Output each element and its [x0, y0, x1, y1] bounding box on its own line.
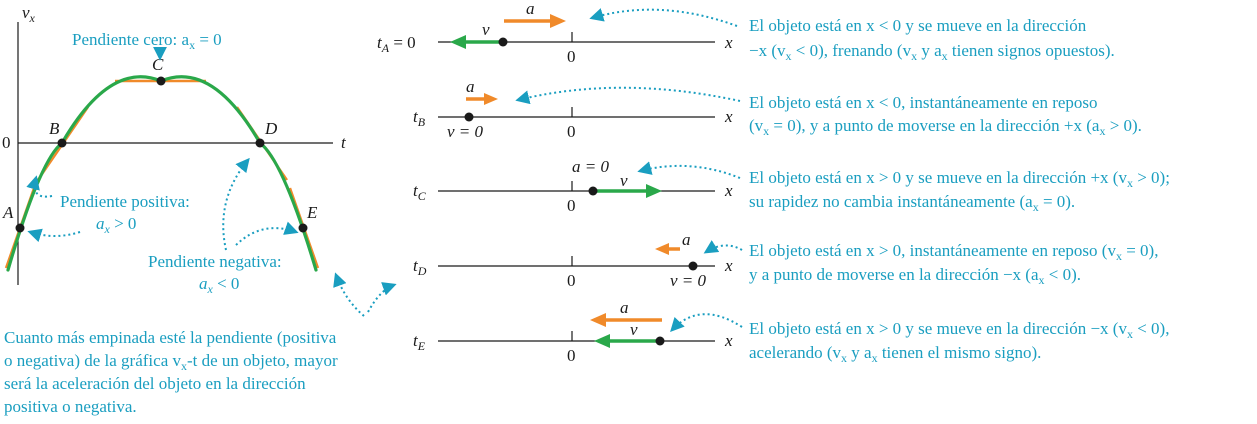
point-D	[255, 138, 265, 148]
row-tC: tC 0 x v a = 0 El objeto está en x > 0 y…	[413, 157, 1170, 215]
row-tD-pointer	[703, 240, 743, 254]
row-tE-desc-line1: El objeto está en x > 0 y se mueve en la…	[749, 319, 1169, 341]
row-tA-desc-line2: −x (vx < 0), frenando (vx y ax tienen si…	[749, 41, 1115, 63]
row-tB-zero: 0	[567, 122, 576, 141]
row-tA-object	[498, 37, 508, 47]
row-tD-x: x	[724, 256, 733, 275]
row-tB-pointer	[515, 86, 741, 105]
note-line2: o negativa) de la gráfica vx-t de un obj…	[4, 351, 338, 373]
row-tD-object	[688, 261, 698, 271]
row-tE-label: tE	[413, 331, 426, 353]
row-tB: tB 0 x v = 0 a El objeto está en x < 0, …	[413, 77, 1142, 141]
row-tC-x: x	[724, 181, 733, 200]
row-tE-x: x	[724, 331, 733, 350]
row-tB-label: tB	[413, 107, 426, 129]
x-axis-label: t	[341, 133, 347, 152]
row-tC-desc-line2: su rapidez no cambia instantáneamente (a…	[749, 192, 1075, 214]
row-tC-velocity-head	[646, 184, 662, 198]
row-tB-desc-line2: (vx = 0), y a punto de moverse en la dir…	[749, 116, 1142, 138]
slope-negative-pointer-up	[222, 157, 250, 251]
slope-positive-annotation-line1: Pendiente positiva:	[60, 192, 190, 211]
label-E: E	[306, 203, 318, 222]
row-tE-v-label: v	[630, 320, 638, 339]
row-tE-accel-head	[590, 313, 606, 327]
slope-negative-pointer-right	[235, 221, 299, 246]
row-tE-a-label: a	[620, 298, 629, 317]
y-axis-label: vx	[22, 3, 36, 25]
row-tB-desc-line1: El objeto está en x < 0, instantáneament…	[749, 93, 1098, 112]
row-tD-desc-line1: El objeto está en x > 0, instantáneament…	[749, 241, 1158, 263]
row-tD-zero: 0	[567, 271, 576, 290]
row-tA-accel-head	[550, 14, 566, 28]
row-tD-v-label: v = 0	[670, 271, 707, 290]
row-tC-label: tC	[413, 181, 427, 203]
row-tB-x: x	[724, 107, 733, 126]
row-tD-label: tD	[413, 256, 427, 278]
note-line1: Cuanto más empinada esté la pendiente (p…	[4, 328, 337, 347]
row-tC-v-label: v	[620, 171, 628, 190]
note-line3: será la aceleración del objeto en la dir…	[4, 374, 306, 393]
point-C	[156, 76, 166, 86]
row-tC-zero: 0	[567, 196, 576, 215]
row-tC-pointer	[637, 161, 741, 179]
row-tA-zero: 0	[567, 47, 576, 66]
row-tB-v-label: v = 0	[447, 122, 484, 141]
label-C: C	[152, 55, 164, 74]
row-tE-velocity-head	[594, 334, 610, 348]
row-tE-desc-line2: acelerando (vx y ax tienen el mismo sign…	[749, 343, 1041, 365]
steepness-note: Cuanto más empinada esté la pendiente (p…	[4, 328, 338, 416]
row-tB-accel-head	[484, 93, 498, 105]
row-tA-desc-line1: El objeto está en x < 0 y se mueve en la…	[749, 16, 1087, 35]
row-tE-zero: 0	[567, 346, 576, 365]
point-A	[15, 223, 25, 233]
row-tD-a-label: a	[682, 230, 691, 249]
row-tA-a-label: a	[526, 0, 535, 18]
row-tB-a-label: a	[466, 77, 475, 96]
row-tD-accel-head	[655, 243, 669, 255]
label-B: B	[49, 119, 60, 138]
row-tA-pointer	[589, 8, 738, 27]
slope-negative-annotation-line2: ax < 0	[199, 274, 239, 296]
row-tC-a-label: a = 0	[572, 157, 609, 176]
row-tA-velocity-head	[450, 35, 466, 49]
note-pointer-right	[367, 282, 397, 313]
slope-negative-annotation-line1: Pendiente negativa:	[148, 252, 282, 271]
row-tC-object	[588, 186, 598, 196]
slope-zero-annotation: Pendiente cero: ax = 0	[72, 30, 222, 52]
note-line4: positiva o negativa.	[4, 397, 137, 416]
label-A: A	[2, 203, 14, 222]
slope-positive-pointer-left	[27, 228, 81, 243]
row-tA-x: x	[724, 33, 733, 52]
note-pointer-left	[333, 272, 365, 317]
row-tB-object	[464, 112, 474, 122]
zero-label: 0	[2, 133, 11, 152]
slope-positive-pointer-up	[26, 175, 53, 198]
row-tA-label: tA = 0	[377, 33, 416, 55]
row-tE: tE 0 x v a El objeto está en x > 0 y se …	[413, 298, 1169, 365]
velocity-curve	[6, 75, 318, 272]
row-tD-desc-line2: y a punto de moverse en la dirección −x …	[749, 265, 1081, 287]
label-D: D	[264, 119, 278, 138]
row-tE-pointer	[670, 313, 743, 333]
vx-t-graph: vx 0 t A B C D E Pendiente cero: ax = 0 …	[2, 3, 397, 317]
point-B	[57, 138, 67, 148]
row-tA: tA = 0 0 x v a El objeto está en x < 0 y…	[377, 0, 1115, 66]
point-E	[298, 223, 308, 233]
row-tC-desc-line1: El objeto está en x > 0 y se mueve en la…	[749, 168, 1170, 190]
row-tD: tD 0 x v = 0 a El objeto está en x > 0, …	[413, 230, 1158, 290]
row-tE-object	[655, 336, 665, 346]
slope-positive-annotation-line2: ax > 0	[96, 214, 136, 236]
row-tA-v-label: v	[482, 20, 490, 39]
